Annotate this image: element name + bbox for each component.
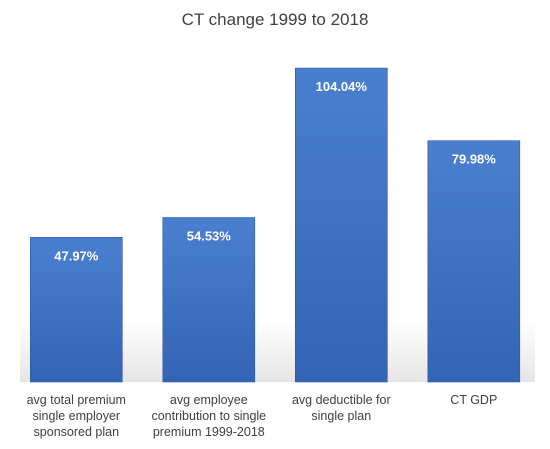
- chart-title: CT change 1999 to 2018: [181, 10, 369, 29]
- data-label-1: 47.97%: [54, 248, 99, 263]
- data-label-2: 54.53%: [187, 229, 232, 244]
- category-label-1: avg total premium single employer sponsore…: [27, 393, 126, 439]
- category-label-line: single plan: [311, 409, 371, 423]
- bar-1: [29, 237, 123, 383]
- category-label-line: single employer: [33, 409, 121, 423]
- category-label-line: contribution to single: [151, 409, 266, 423]
- bar-3: [294, 67, 388, 383]
- bar-2: [162, 217, 256, 383]
- category-label-3: avg deductible for single plan: [292, 393, 391, 423]
- category-label-2: avg employee contribution to single premiu…: [151, 393, 266, 439]
- category-label-line: CT GDP: [450, 393, 497, 407]
- bar-4: [427, 140, 521, 383]
- bars-layer: [29, 67, 521, 383]
- category-label-line: avg employee: [170, 393, 248, 407]
- category-label-line: premium 1999-2018: [153, 425, 265, 439]
- category-labels-layer: avg total premium single employer sponsore…: [27, 393, 498, 439]
- data-label-4: 79.98%: [452, 152, 497, 167]
- category-label-line: avg deductible for: [292, 393, 391, 407]
- data-label-3: 104.04%: [316, 79, 368, 94]
- category-label-4: CT GDP: [450, 393, 497, 407]
- category-label-line: sponsored plan: [34, 425, 120, 439]
- category-label-line: avg total premium: [27, 393, 126, 407]
- data-labels-layer: 47.97% 54.53% 104.04% 79.98%: [54, 79, 496, 263]
